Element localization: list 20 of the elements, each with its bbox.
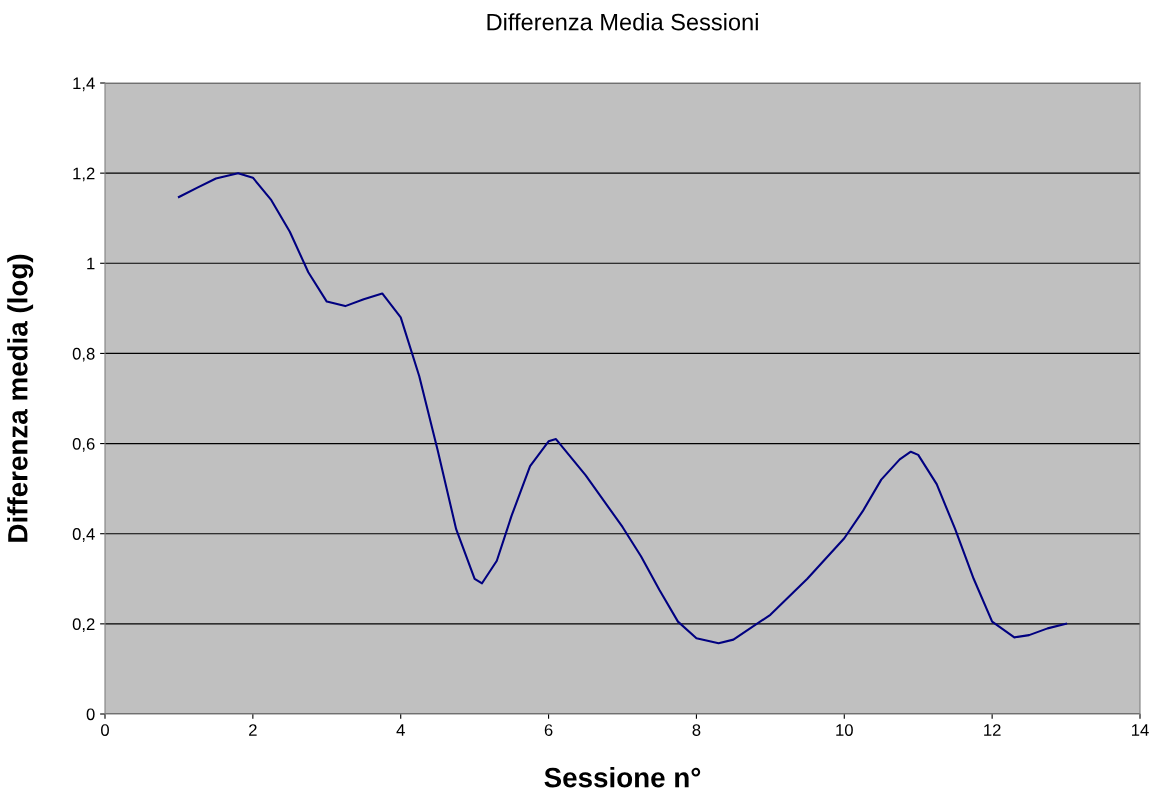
y-axis-title: Differenza media (log) xyxy=(7,254,34,542)
y-tick-label: 1 xyxy=(87,257,95,270)
y-tick-label: 0 xyxy=(86,708,95,721)
x-tick-label: 12 xyxy=(984,724,1001,736)
x-axis-title: Sessione n° xyxy=(544,767,701,788)
x-tick-label: 8 xyxy=(692,724,701,736)
y-tick-label: 0,8 xyxy=(72,347,95,362)
x-tick-label: 10 xyxy=(836,724,853,736)
y-tick-label: 0,4 xyxy=(72,528,95,542)
x-tick-label: 2 xyxy=(249,724,257,736)
y-tick-label: 1,4 xyxy=(73,77,95,92)
x-tick-label: 4 xyxy=(396,724,405,736)
y-tick-label: 0,2 xyxy=(72,618,95,633)
x-tick-label: 14 xyxy=(1132,724,1149,736)
y-tick-label: 1,2 xyxy=(73,167,95,182)
x-tick-label: 6 xyxy=(544,724,553,736)
x-tick-label: 0 xyxy=(101,724,109,736)
y-tick-label: 0,6 xyxy=(72,437,95,452)
chart-title: Differenza Media Sessioni xyxy=(487,13,758,31)
line-series xyxy=(177,172,1068,645)
